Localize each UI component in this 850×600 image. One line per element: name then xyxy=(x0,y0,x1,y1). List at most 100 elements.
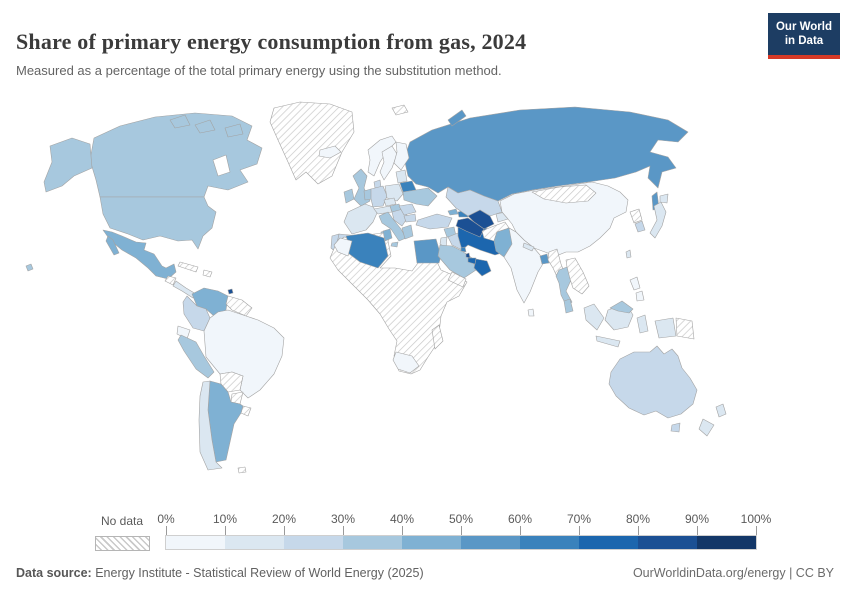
country-greece[interactable] xyxy=(401,224,414,240)
country-south-africa[interactable] xyxy=(392,351,420,374)
country-greenland[interactable] xyxy=(269,101,355,185)
legend-segment-40-50%[interactable] xyxy=(402,536,461,549)
country-mexico[interactable] xyxy=(102,229,177,280)
country-morocco[interactable] xyxy=(333,237,353,257)
country-russia-novaya-zemlya[interactable] xyxy=(447,109,467,127)
country-iceland[interactable] xyxy=(318,145,342,159)
legend-no-data-swatch[interactable] xyxy=(95,536,150,551)
chart-subtitle: Measured as a percentage of the total pr… xyxy=(16,63,502,78)
legend-segment-80-90%[interactable] xyxy=(638,536,697,549)
owid-link[interactable]: OurWorldinData.org/energy xyxy=(632,566,786,580)
country-australia[interactable] xyxy=(608,345,698,419)
country-italy-sicily[interactable] xyxy=(390,241,399,248)
country-qatar[interactable] xyxy=(465,252,471,259)
license-link[interactable]: CC BY xyxy=(795,566,834,580)
country-alpine[interactable] xyxy=(373,205,393,215)
country-france[interactable] xyxy=(343,203,378,235)
country-bulgaria[interactable] xyxy=(403,213,417,223)
country-svalbard[interactable] xyxy=(391,104,409,116)
country-baltics[interactable] xyxy=(395,169,408,184)
legend-segment-70-80%[interactable] xyxy=(579,536,638,549)
country-nz-north[interactable] xyxy=(715,403,727,418)
country-sri-lanka[interactable] xyxy=(527,308,535,317)
country-cuba[interactable] xyxy=(177,261,199,273)
country-indonesia-java[interactable] xyxy=(595,335,621,348)
country-peru[interactable] xyxy=(177,334,215,379)
legend-tick-60%: 60% xyxy=(507,512,533,526)
country-india[interactable] xyxy=(503,227,545,304)
country-usa-alaska[interactable] xyxy=(43,137,93,193)
country-taiwan[interactable] xyxy=(625,249,632,259)
country-philippines-1[interactable] xyxy=(629,276,641,291)
country-georgia[interactable] xyxy=(447,208,459,216)
country-kuwait[interactable] xyxy=(460,246,467,253)
country-central-america[interactable] xyxy=(172,280,197,299)
country-nz-south[interactable] xyxy=(698,418,715,437)
legend-segment-0-10%[interactable] xyxy=(166,536,225,549)
map-legend: No data 0% 10% 20% 30% 40% 50% 60% 70% 80% 90% 100… xyxy=(0,510,850,552)
legend-tick-mark xyxy=(402,526,403,536)
country-guatemala[interactable] xyxy=(164,275,177,286)
owid-logo[interactable]: Our World in Data xyxy=(768,13,840,59)
country-malaysia-borneo[interactable] xyxy=(609,300,634,314)
country-czechia[interactable] xyxy=(383,197,397,207)
credit-note: OurWorldinData.org/energy | CC BY xyxy=(633,566,834,580)
country-canada-arctic-1[interactable] xyxy=(169,114,191,129)
country-indochina[interactable] xyxy=(565,257,590,295)
legend-color-bar[interactable] xyxy=(165,535,757,550)
country-uae[interactable] xyxy=(467,257,477,265)
country-usa-hawaii[interactable] xyxy=(25,263,34,272)
legend-segment-90-100%[interactable] xyxy=(697,536,756,549)
country-turkey[interactable] xyxy=(415,213,453,230)
country-trinidad[interactable] xyxy=(227,288,234,295)
country-ireland[interactable] xyxy=(343,188,355,204)
country-philippines-2[interactable] xyxy=(635,290,645,302)
page-title: Share of primary energy consumption from… xyxy=(16,28,527,54)
country-tunisia[interactable] xyxy=(382,228,393,242)
country-ukraine[interactable] xyxy=(402,187,438,207)
country-russia[interactable] xyxy=(403,106,689,202)
country-canada-arctic-2[interactable] xyxy=(194,119,216,134)
country-japan[interactable] xyxy=(649,201,667,239)
country-turkmenistan[interactable] xyxy=(455,217,485,238)
country-oman[interactable] xyxy=(473,258,492,277)
country-indonesia-sulawesi[interactable] xyxy=(636,314,649,334)
country-japan-hokkaido[interactable] xyxy=(659,193,669,204)
country-mongolia[interactable] xyxy=(531,184,597,204)
legend-segment-50-60%[interactable] xyxy=(461,536,520,549)
country-canada-arctic-3[interactable] xyxy=(224,123,244,138)
legend-segment-60-70%[interactable] xyxy=(520,536,579,549)
country-chile[interactable] xyxy=(198,380,223,471)
country-uk[interactable] xyxy=(352,168,371,207)
country-nepal[interactable] xyxy=(522,242,535,252)
country-falklands[interactable] xyxy=(237,466,247,474)
legend-tick-80%: 80% xyxy=(625,512,651,526)
legend-tick-mark xyxy=(638,526,639,536)
country-egypt[interactable] xyxy=(413,238,442,264)
legend-segment-30-40%[interactable] xyxy=(343,536,402,549)
country-yemen[interactable] xyxy=(447,271,467,288)
country-indonesia-papua[interactable] xyxy=(654,317,677,339)
country-germany[interactable] xyxy=(370,185,388,208)
country-mexico-baja[interactable] xyxy=(105,235,120,256)
country-brazil[interactable] xyxy=(203,309,285,399)
country-malaysia-peninsula[interactable] xyxy=(563,298,574,314)
legend-segment-20-30%[interactable] xyxy=(284,536,343,549)
country-finland[interactable] xyxy=(393,141,410,171)
country-indonesia-sumatra[interactable] xyxy=(583,303,605,331)
country-poland[interactable] xyxy=(384,183,404,202)
legend-segment-10-20%[interactable] xyxy=(225,536,284,549)
country-canada[interactable] xyxy=(89,112,263,198)
country-madagascar[interactable] xyxy=(431,324,444,350)
country-sweden[interactable] xyxy=(379,145,398,181)
legend-tick-100%: 100% xyxy=(740,512,772,526)
country-hispaniola[interactable] xyxy=(202,269,213,278)
country-usa[interactable] xyxy=(99,196,217,250)
country-south-korea[interactable] xyxy=(634,220,646,233)
country-north-korea[interactable] xyxy=(629,208,643,224)
country-bangladesh[interactable] xyxy=(539,253,550,265)
country-australia-tasmania[interactable] xyxy=(670,422,681,433)
country-png[interactable] xyxy=(675,317,695,340)
country-romania[interactable] xyxy=(398,203,417,216)
